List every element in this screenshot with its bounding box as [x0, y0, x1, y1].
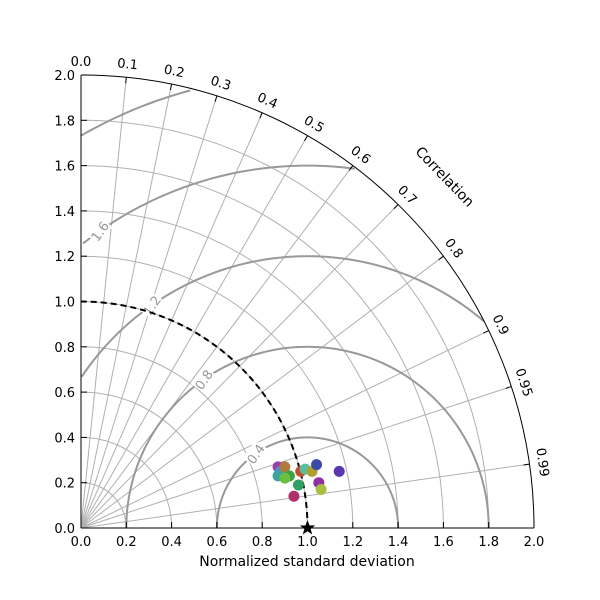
y-tick-label: 1.6: [54, 160, 75, 175]
rmsd-label-bg: [138, 291, 165, 319]
correlation-tick: [304, 135, 308, 142]
y-tick-label: 1.0: [54, 296, 75, 311]
x-tick-label: 0.8: [252, 535, 273, 550]
std-grid-arc: [80, 346, 263, 529]
correlation-tick: [214, 95, 218, 102]
correlation-tick-label: 0.95: [512, 367, 535, 399]
rmsd-label: 0.8: [193, 368, 217, 394]
rmsd-contour: [125, 345, 490, 529]
x-tick-label: 1.2: [342, 535, 363, 550]
x-axis-label: Normalized standard deviation: [199, 554, 414, 570]
correlation-tick: [438, 255, 444, 261]
y-tick-label: 0.6: [54, 386, 75, 401]
correlation-tick-label: 0.99: [532, 447, 551, 478]
x-tick-label: 0.2: [116, 535, 137, 550]
y-tick-label: 1.4: [54, 205, 75, 220]
correlation-tick: [393, 204, 399, 210]
x-tick-label: 0.0: [71, 535, 92, 550]
data-points: [272, 459, 345, 535]
x-tick-label: 0.6: [207, 535, 228, 550]
data-point: [292, 479, 304, 491]
std-grid-arc: [80, 210, 399, 529]
correlation-tick: [523, 463, 530, 466]
data-point: [315, 483, 327, 495]
y-tick-label: 1.8: [54, 114, 75, 129]
std-grid-arc: [80, 255, 354, 529]
correlation-tick-label: 0.2: [162, 62, 185, 81]
correlation-tick: [348, 165, 354, 171]
correlation-tick-label: 0.0: [71, 55, 92, 70]
rmsd-contour: [80, 255, 485, 378]
outer-arc: [80, 74, 535, 529]
data-point: [279, 461, 291, 473]
correlation-tick-label: 0.5: [301, 113, 326, 136]
correlation-axis-label: Correlation: [412, 144, 477, 211]
y-tick-label: 1.2: [54, 250, 75, 265]
rmsd-contour: [82, 164, 355, 245]
correlation-grid-line: [80, 165, 354, 529]
correlation-tick-label: 0.4: [255, 90, 280, 112]
rmsd-contour: [215, 436, 400, 529]
rmsd-label: 1.6: [89, 219, 113, 245]
reference-std-arc: [80, 300, 309, 529]
rmsd-label-bg: [86, 217, 113, 245]
x-tick-label: 1.6: [433, 535, 454, 550]
y-tick-label: 0.4: [54, 431, 75, 446]
rmsd-label: 0.4: [245, 442, 269, 468]
correlation-tick-label: 0.3: [209, 74, 233, 95]
std-grid-arc: [80, 165, 444, 529]
std-grid-arc: [80, 391, 218, 529]
correlation-grid-line: [80, 135, 308, 529]
data-point: [311, 459, 323, 471]
x-tick-label: 2.0: [524, 535, 545, 550]
correlation-tick-label: 0.1: [117, 56, 139, 73]
rmsd-label-bg: [242, 440, 269, 468]
correlation-tick: [169, 84, 173, 91]
std-grid-arc: [80, 119, 490, 529]
axes: 0.0 0.2 0.4 0.6 0.8 1.0 1.2 1.4 1.6 1.8 2.00.00.20…: [54, 55, 551, 550]
x-tick-label: 1.8: [478, 535, 499, 550]
reference-star: [299, 520, 316, 535]
y-tick-label: 2.0: [54, 69, 75, 84]
data-point: [279, 472, 291, 484]
x-tick-label: 0.4: [161, 535, 182, 550]
correlation-tick: [505, 386, 512, 389]
correlation-tick: [259, 112, 263, 119]
y-tick-label: 0.2: [54, 477, 75, 492]
y-tick-label: 0.0: [54, 522, 75, 537]
correlation-tick: [125, 77, 127, 84]
x-tick-label: 1.0: [297, 535, 318, 550]
correlation-tick: [483, 330, 489, 334]
data-point: [288, 490, 300, 502]
correlation-tick-label: 0.9: [489, 313, 512, 338]
data-point: [333, 465, 345, 477]
rmsd-label-bg: [190, 365, 217, 394]
x-tick-label: 1.4: [388, 535, 409, 550]
y-tick-label: 0.8: [54, 341, 75, 356]
rmsd-contour: [80, 89, 191, 137]
